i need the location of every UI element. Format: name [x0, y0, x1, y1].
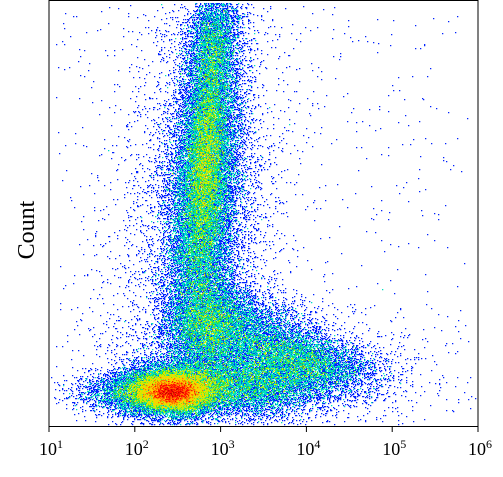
x-axis: 101 102 103 104 105 106 — [39, 426, 492, 459]
y-axis-label: Count — [14, 200, 40, 259]
density-points-band — [51, 3, 477, 426]
x-tick-label: 106 — [468, 437, 492, 459]
x-tick-label: 103 — [211, 437, 235, 459]
density-points-band — [152, 381, 200, 403]
plot-frame — [48, 0, 479, 427]
density-points-band — [63, 3, 402, 426]
x-tick-label: 104 — [296, 437, 320, 459]
density-points — [51, 3, 477, 426]
x-tick-label: 102 — [125, 437, 149, 459]
density-points-band — [160, 387, 184, 398]
x-tick-label: 101 — [39, 437, 63, 459]
x-tick-label: 105 — [382, 437, 406, 459]
